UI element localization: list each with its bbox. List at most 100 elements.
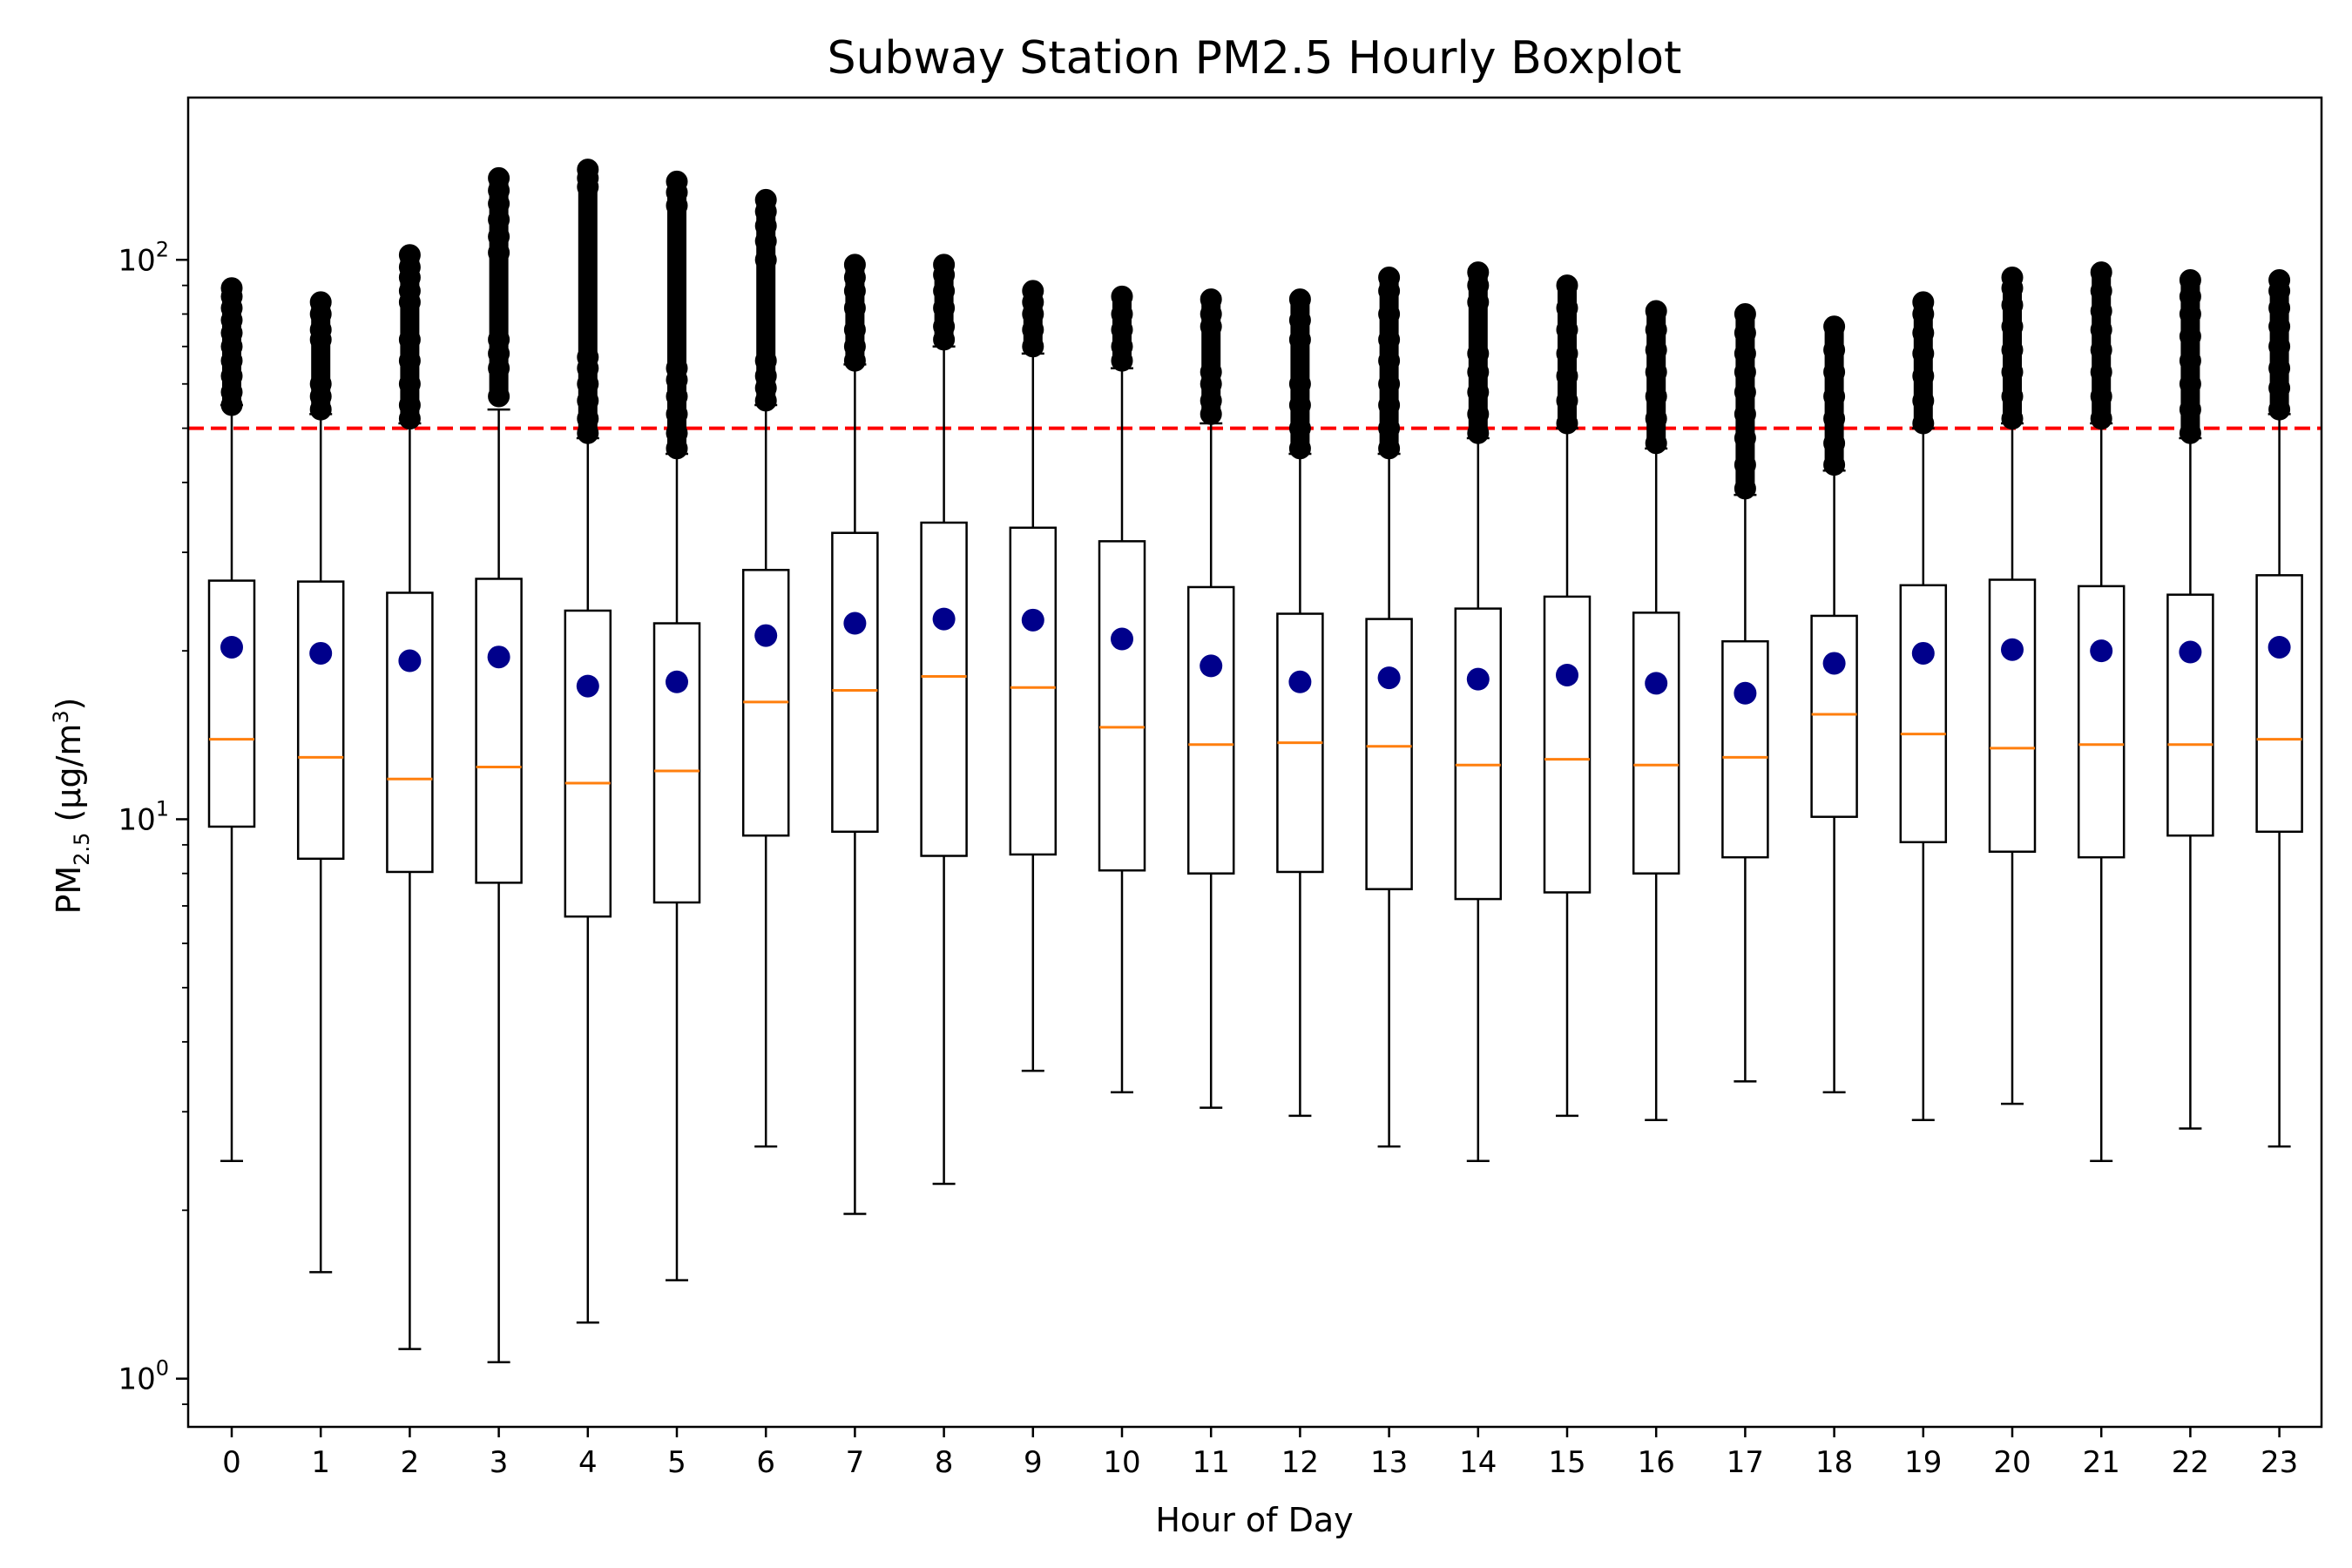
mean-marker xyxy=(1111,627,1133,651)
mean-marker xyxy=(1911,641,1935,665)
box-group-hour-17 xyxy=(1721,302,1769,1083)
iqr-box xyxy=(296,580,345,861)
box-group-hour-10 xyxy=(1098,285,1146,1094)
y-axis-label-unit-sup: 3 xyxy=(49,710,73,723)
box-group-hour-4 xyxy=(564,159,612,1324)
mean-marker xyxy=(487,645,510,669)
iqr-box xyxy=(2255,574,2303,834)
x-tick-label: 15 xyxy=(1548,1445,1585,1480)
x-tick-label: 17 xyxy=(1727,1445,1764,1480)
iqr-box xyxy=(1365,618,1413,890)
box-group-hour-16 xyxy=(1632,300,1680,1121)
iqr-box xyxy=(1721,639,1769,859)
mean-marker xyxy=(666,670,688,693)
x-tick-label: 13 xyxy=(1370,1445,1408,1480)
iqr-box xyxy=(920,521,968,857)
box-group-hour-19 xyxy=(1899,291,1948,1121)
box-group-hour-15 xyxy=(1543,274,1592,1118)
x-tick-label: 11 xyxy=(1193,1445,1230,1480)
box-group-hour-6 xyxy=(741,188,790,1148)
x-tick-label: 0 xyxy=(222,1445,241,1480)
iqr-box xyxy=(831,531,879,834)
x-tick-label: 6 xyxy=(756,1445,775,1480)
x-tick-label: 19 xyxy=(1904,1445,1942,1480)
box-group-hour-21 xyxy=(2077,261,2126,1162)
x-tick-label: 7 xyxy=(846,1445,865,1480)
axes-frame xyxy=(186,96,2323,1429)
mean-marker xyxy=(220,635,243,659)
x-tick-label: 14 xyxy=(1459,1445,1497,1480)
iqr-box xyxy=(1810,614,1858,818)
x-tick-label: 23 xyxy=(2261,1445,2298,1480)
mean-marker xyxy=(1734,681,1757,705)
mean-marker xyxy=(1645,672,1668,695)
y-tick-label: 101 xyxy=(118,796,169,837)
box-group-hour-23 xyxy=(2255,269,2303,1148)
x-tick-label: 10 xyxy=(1103,1445,1140,1480)
mean-marker xyxy=(2268,635,2291,659)
box-group-hour-5 xyxy=(652,170,701,1281)
y-axis-label: PM2.5 (μg/m3) xyxy=(49,697,94,914)
chart-title: Subway Station PM2.5 Hourly Boxplot xyxy=(828,32,1682,84)
iqr-box xyxy=(1186,585,1235,875)
y-axis-label-base: PM xyxy=(50,866,88,915)
iqr-box xyxy=(1632,612,1680,875)
y-axis-label-unit-open: (μg/m xyxy=(50,724,88,833)
mean-marker xyxy=(309,641,333,665)
box-group-hour-8 xyxy=(920,253,968,1186)
x-axis-label: Hour of Day xyxy=(1155,1501,1353,1539)
y-tick-label: 100 xyxy=(118,1356,169,1397)
iqr-box xyxy=(1899,584,1948,844)
box-group-hour-9 xyxy=(1009,280,1058,1072)
box-group-hour-0 xyxy=(207,277,256,1162)
plot-area xyxy=(188,159,2322,1364)
mean-marker xyxy=(1822,652,1846,675)
mean-marker xyxy=(754,624,778,647)
x-tick-label: 9 xyxy=(1024,1445,1043,1480)
x-tick-label: 1 xyxy=(311,1445,330,1480)
y-axis-label-unit-close: ) xyxy=(50,697,88,710)
box-group-hour-2 xyxy=(386,244,434,1350)
x-tick-label: 12 xyxy=(1281,1445,1319,1480)
mean-marker xyxy=(2001,638,2024,661)
x-tick-label: 18 xyxy=(1815,1445,1853,1480)
iqr-box xyxy=(1454,607,1503,901)
iqr-box xyxy=(1543,595,1592,894)
iqr-box xyxy=(652,622,701,904)
mean-marker xyxy=(1200,654,1223,678)
box-group-hour-22 xyxy=(2166,269,2214,1130)
y-axis-label-subscript: 2.5 xyxy=(70,833,94,866)
y-tick-label: 102 xyxy=(118,237,169,278)
mean-marker xyxy=(576,674,599,698)
iqr-box xyxy=(386,591,434,874)
x-tick-label: 3 xyxy=(490,1445,509,1480)
mean-marker xyxy=(843,612,867,635)
mean-marker xyxy=(398,649,422,672)
iqr-box xyxy=(1009,526,1058,856)
box-group-hour-20 xyxy=(1988,266,2037,1105)
x-tick-label: 16 xyxy=(1638,1445,1675,1480)
iqr-box xyxy=(1988,578,2037,853)
iqr-box xyxy=(475,578,523,884)
box-group-hour-3 xyxy=(475,166,523,1364)
box-group-hour-7 xyxy=(831,253,879,1215)
x-tick-label: 2 xyxy=(401,1445,420,1480)
box-group-hour-11 xyxy=(1186,288,1235,1109)
iqr-box xyxy=(207,579,256,828)
iqr-box xyxy=(564,609,612,918)
box-group-hour-1 xyxy=(296,291,345,1274)
box-group-hour-13 xyxy=(1365,266,1413,1148)
mean-marker xyxy=(1288,670,1312,693)
axes: 0 1 2 3 4 5 6 7 8 9 10 11 12 13 14 15 16 17 18 19 20 21 22 2310… xyxy=(118,96,2323,1480)
x-tick-label: 21 xyxy=(2083,1445,2120,1480)
box-group-hour-18 xyxy=(1810,315,1858,1094)
x-tick-label: 8 xyxy=(935,1445,954,1480)
x-tick-label: 4 xyxy=(578,1445,598,1480)
mean-marker xyxy=(2090,639,2113,663)
x-tick-label: 5 xyxy=(667,1445,686,1480)
mean-marker xyxy=(1556,663,1578,686)
iqr-box xyxy=(2077,585,2126,859)
mean-marker xyxy=(1377,666,1401,690)
